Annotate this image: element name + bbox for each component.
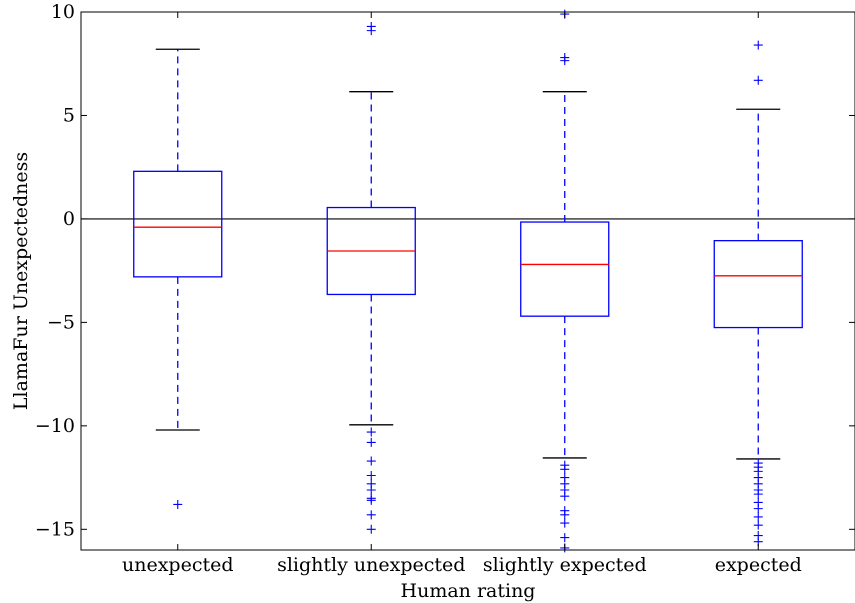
y-axis-label: LlamaFur Unexpectedness [10,152,32,410]
flier-point [753,512,763,522]
x-tick-label: unexpected [122,554,234,576]
flier-point [366,21,376,31]
box [520,221,610,317]
flier-point [366,437,376,447]
x-axis-label: Human rating [401,580,536,602]
flier-point [366,485,376,495]
flier-point [560,518,570,528]
x-tick-label: slightly unexpected [277,554,465,576]
box [713,239,803,329]
flier-point [753,489,763,499]
flier-point [366,495,376,505]
box-group-3 [713,40,803,547]
y-tick-label: −10 [35,415,75,437]
y-tick-label: 0 [63,208,75,230]
x-axis-ticks: unexpected slightly unexpected slightly ex… [122,12,802,576]
flier-point [366,510,376,520]
y-tick-label: −15 [35,518,75,540]
chart-marks [81,9,855,553]
flier-point [560,533,570,543]
plot-area [81,12,855,550]
flier-point [560,510,570,520]
flier-point [753,520,763,530]
x-tick-label: slightly expected [483,554,647,576]
flier-point [753,40,763,50]
flier-point [366,471,376,481]
box [133,170,223,278]
flier-point [173,499,183,509]
flier-point [560,53,570,63]
flier-point [366,456,376,466]
y-tick-label: 5 [63,104,75,126]
y-tick-label: 10 [51,1,75,23]
x-tick-label: expected [715,554,802,576]
box-group-0 [133,48,223,509]
y-tick-label: −5 [47,311,75,333]
plot-frame [80,11,855,551]
flier-point [366,427,376,437]
box-group-1 [326,21,416,534]
flier-point [560,464,570,474]
flier-point [753,504,763,514]
flier-point [560,491,570,501]
flier-point [366,524,376,534]
y-axis-ticks: −15 −10 −5 0 5 10 [35,1,855,540]
flier-point [753,75,763,85]
